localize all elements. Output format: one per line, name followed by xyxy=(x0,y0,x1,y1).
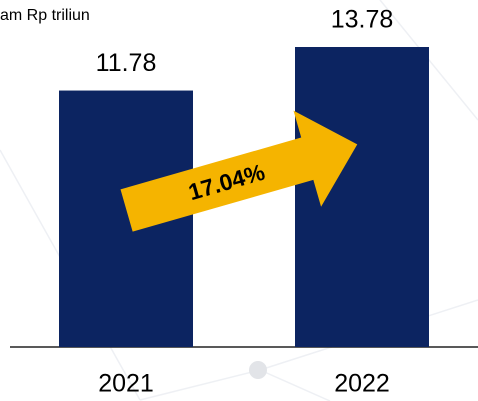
bar xyxy=(295,47,429,347)
arrow-shape xyxy=(120,110,358,232)
chart-title: am Rp triliun xyxy=(0,7,90,24)
value-label: 13.78 xyxy=(331,6,394,34)
x-tick-label: 2022 xyxy=(334,370,390,398)
x-tick-label: 2021 xyxy=(98,370,154,398)
value-label: 11.78 xyxy=(96,49,157,77)
